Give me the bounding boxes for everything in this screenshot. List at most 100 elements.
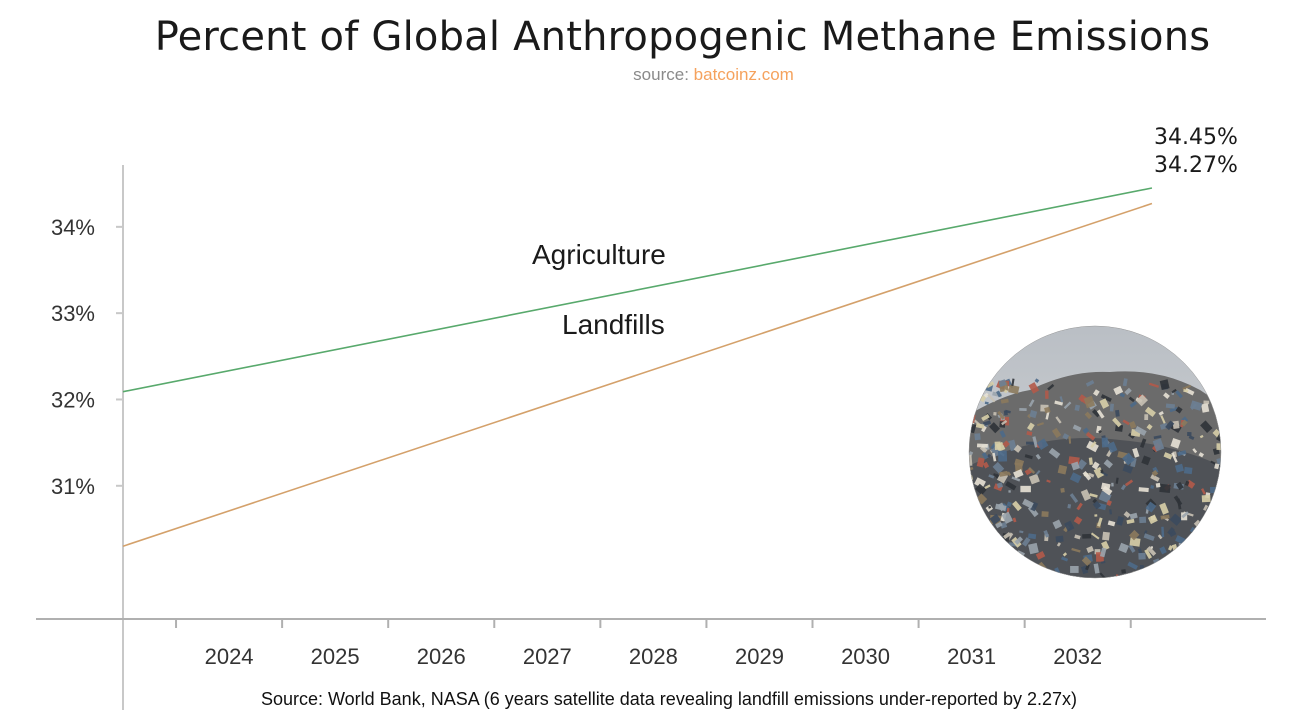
photo-debris (1143, 533, 1155, 541)
photo-debris (1098, 429, 1102, 434)
photo-debris (1128, 529, 1140, 541)
photo-debris (1215, 554, 1221, 563)
photo-debris (1080, 588, 1090, 595)
photo-debris (992, 544, 998, 552)
photo-debris (1129, 537, 1141, 547)
photo-debris (1093, 592, 1102, 600)
photo-debris (1176, 573, 1185, 578)
photo-debris (1102, 531, 1110, 541)
photo-debris (984, 401, 989, 405)
photo-debris (1047, 383, 1055, 391)
photo-debris (1137, 581, 1144, 588)
photo-debris (962, 588, 966, 596)
photo-debris (1006, 572, 1018, 578)
photo-debris (996, 545, 1000, 551)
photo-debris (1186, 583, 1193, 590)
photo-debris (1085, 380, 1095, 387)
photo-debris (1161, 526, 1165, 538)
photo-debris (994, 574, 1004, 578)
photo-debris (1155, 482, 1161, 488)
photo-debris (1028, 382, 1040, 394)
photo-debris (1126, 518, 1135, 525)
photo-debris (1112, 417, 1122, 428)
photo-debris (988, 505, 992, 509)
photo-debris (1102, 577, 1114, 578)
photo-debris (1005, 481, 1017, 491)
y-tick-label: 31% (51, 474, 95, 499)
photo-debris (1054, 400, 1064, 406)
photo-debris (1150, 546, 1154, 549)
photo-debris (971, 576, 983, 578)
photo-debris (1220, 518, 1221, 529)
photo-debris (996, 390, 1002, 398)
photo-debris (997, 450, 1008, 462)
photo-debris (1183, 389, 1189, 393)
photo-debris (1189, 526, 1196, 533)
source-link[interactable]: batcoinz.com (693, 65, 794, 84)
photo-debris (987, 394, 996, 403)
photo-debris (1008, 439, 1017, 452)
photo-debris (1024, 454, 1033, 460)
photo-debris (1213, 520, 1221, 531)
photo-debris (993, 473, 996, 476)
photo-debris (1082, 427, 1090, 434)
photo-debris (1091, 461, 1100, 470)
photo-debris (1096, 409, 1105, 419)
photo-debris (1027, 533, 1037, 540)
photo-debris (969, 563, 974, 574)
photo-debris (983, 392, 990, 399)
photo-debris (1172, 566, 1176, 570)
photo-debris (1045, 390, 1049, 399)
photo-debris (1153, 435, 1162, 440)
photo-debris (1198, 452, 1205, 458)
photo-debris (1097, 517, 1103, 527)
photo-debris (981, 566, 989, 576)
photo-debris (1195, 582, 1205, 592)
photo-debris (1113, 385, 1124, 396)
photo-debris (1011, 476, 1021, 482)
photo-debris (1182, 384, 1192, 391)
photo-debris (1142, 577, 1150, 578)
photo-debris (1014, 458, 1025, 467)
photo-debris (1122, 452, 1135, 466)
y-tick-group: 31% 32% 33% 34% (51, 215, 123, 499)
photo-debris (1169, 406, 1178, 413)
photo-debris (1192, 448, 1198, 454)
photo-debris (975, 575, 988, 578)
photo-debris (996, 482, 1004, 489)
photo-debris (1028, 467, 1036, 474)
photo-debris (1055, 416, 1062, 424)
photo-debris (984, 576, 996, 578)
photo-debris (1184, 480, 1190, 487)
photo-debris (999, 430, 1006, 438)
footnote: Source: World Bank, NASA (6 years satell… (260, 689, 1078, 709)
photo-debris (994, 441, 1001, 451)
photo-debris (1099, 547, 1107, 558)
photo-debris (1006, 471, 1012, 477)
photo-debris (1151, 565, 1161, 575)
photo-debris (1036, 565, 1042, 573)
photo-debris (1045, 588, 1051, 593)
photo-debris (1026, 441, 1036, 445)
photo-debris (999, 470, 1009, 477)
photo-debris (983, 577, 990, 578)
photo-debris (969, 567, 974, 574)
photo-debris (1060, 487, 1065, 493)
x-tick-label: 2032 (1053, 644, 1102, 669)
photo-debris (1041, 511, 1049, 518)
landfill-photo (962, 325, 1222, 600)
photo-debris (1200, 550, 1207, 556)
photo-debris (1067, 580, 1070, 586)
photo-debris (1143, 530, 1148, 535)
photo-debris (1132, 447, 1140, 458)
photo-debris (1000, 543, 1006, 549)
end-label-agriculture: 34.45% (1154, 125, 1238, 150)
photo-debris (1107, 441, 1118, 453)
photo-debris (1163, 576, 1171, 578)
photo-debris (969, 556, 976, 565)
photo-debris (1092, 579, 1098, 587)
photo-debris (1218, 549, 1221, 559)
photo-debris (999, 539, 1004, 546)
photo-debris (998, 553, 1006, 562)
photo-debris (969, 536, 976, 543)
